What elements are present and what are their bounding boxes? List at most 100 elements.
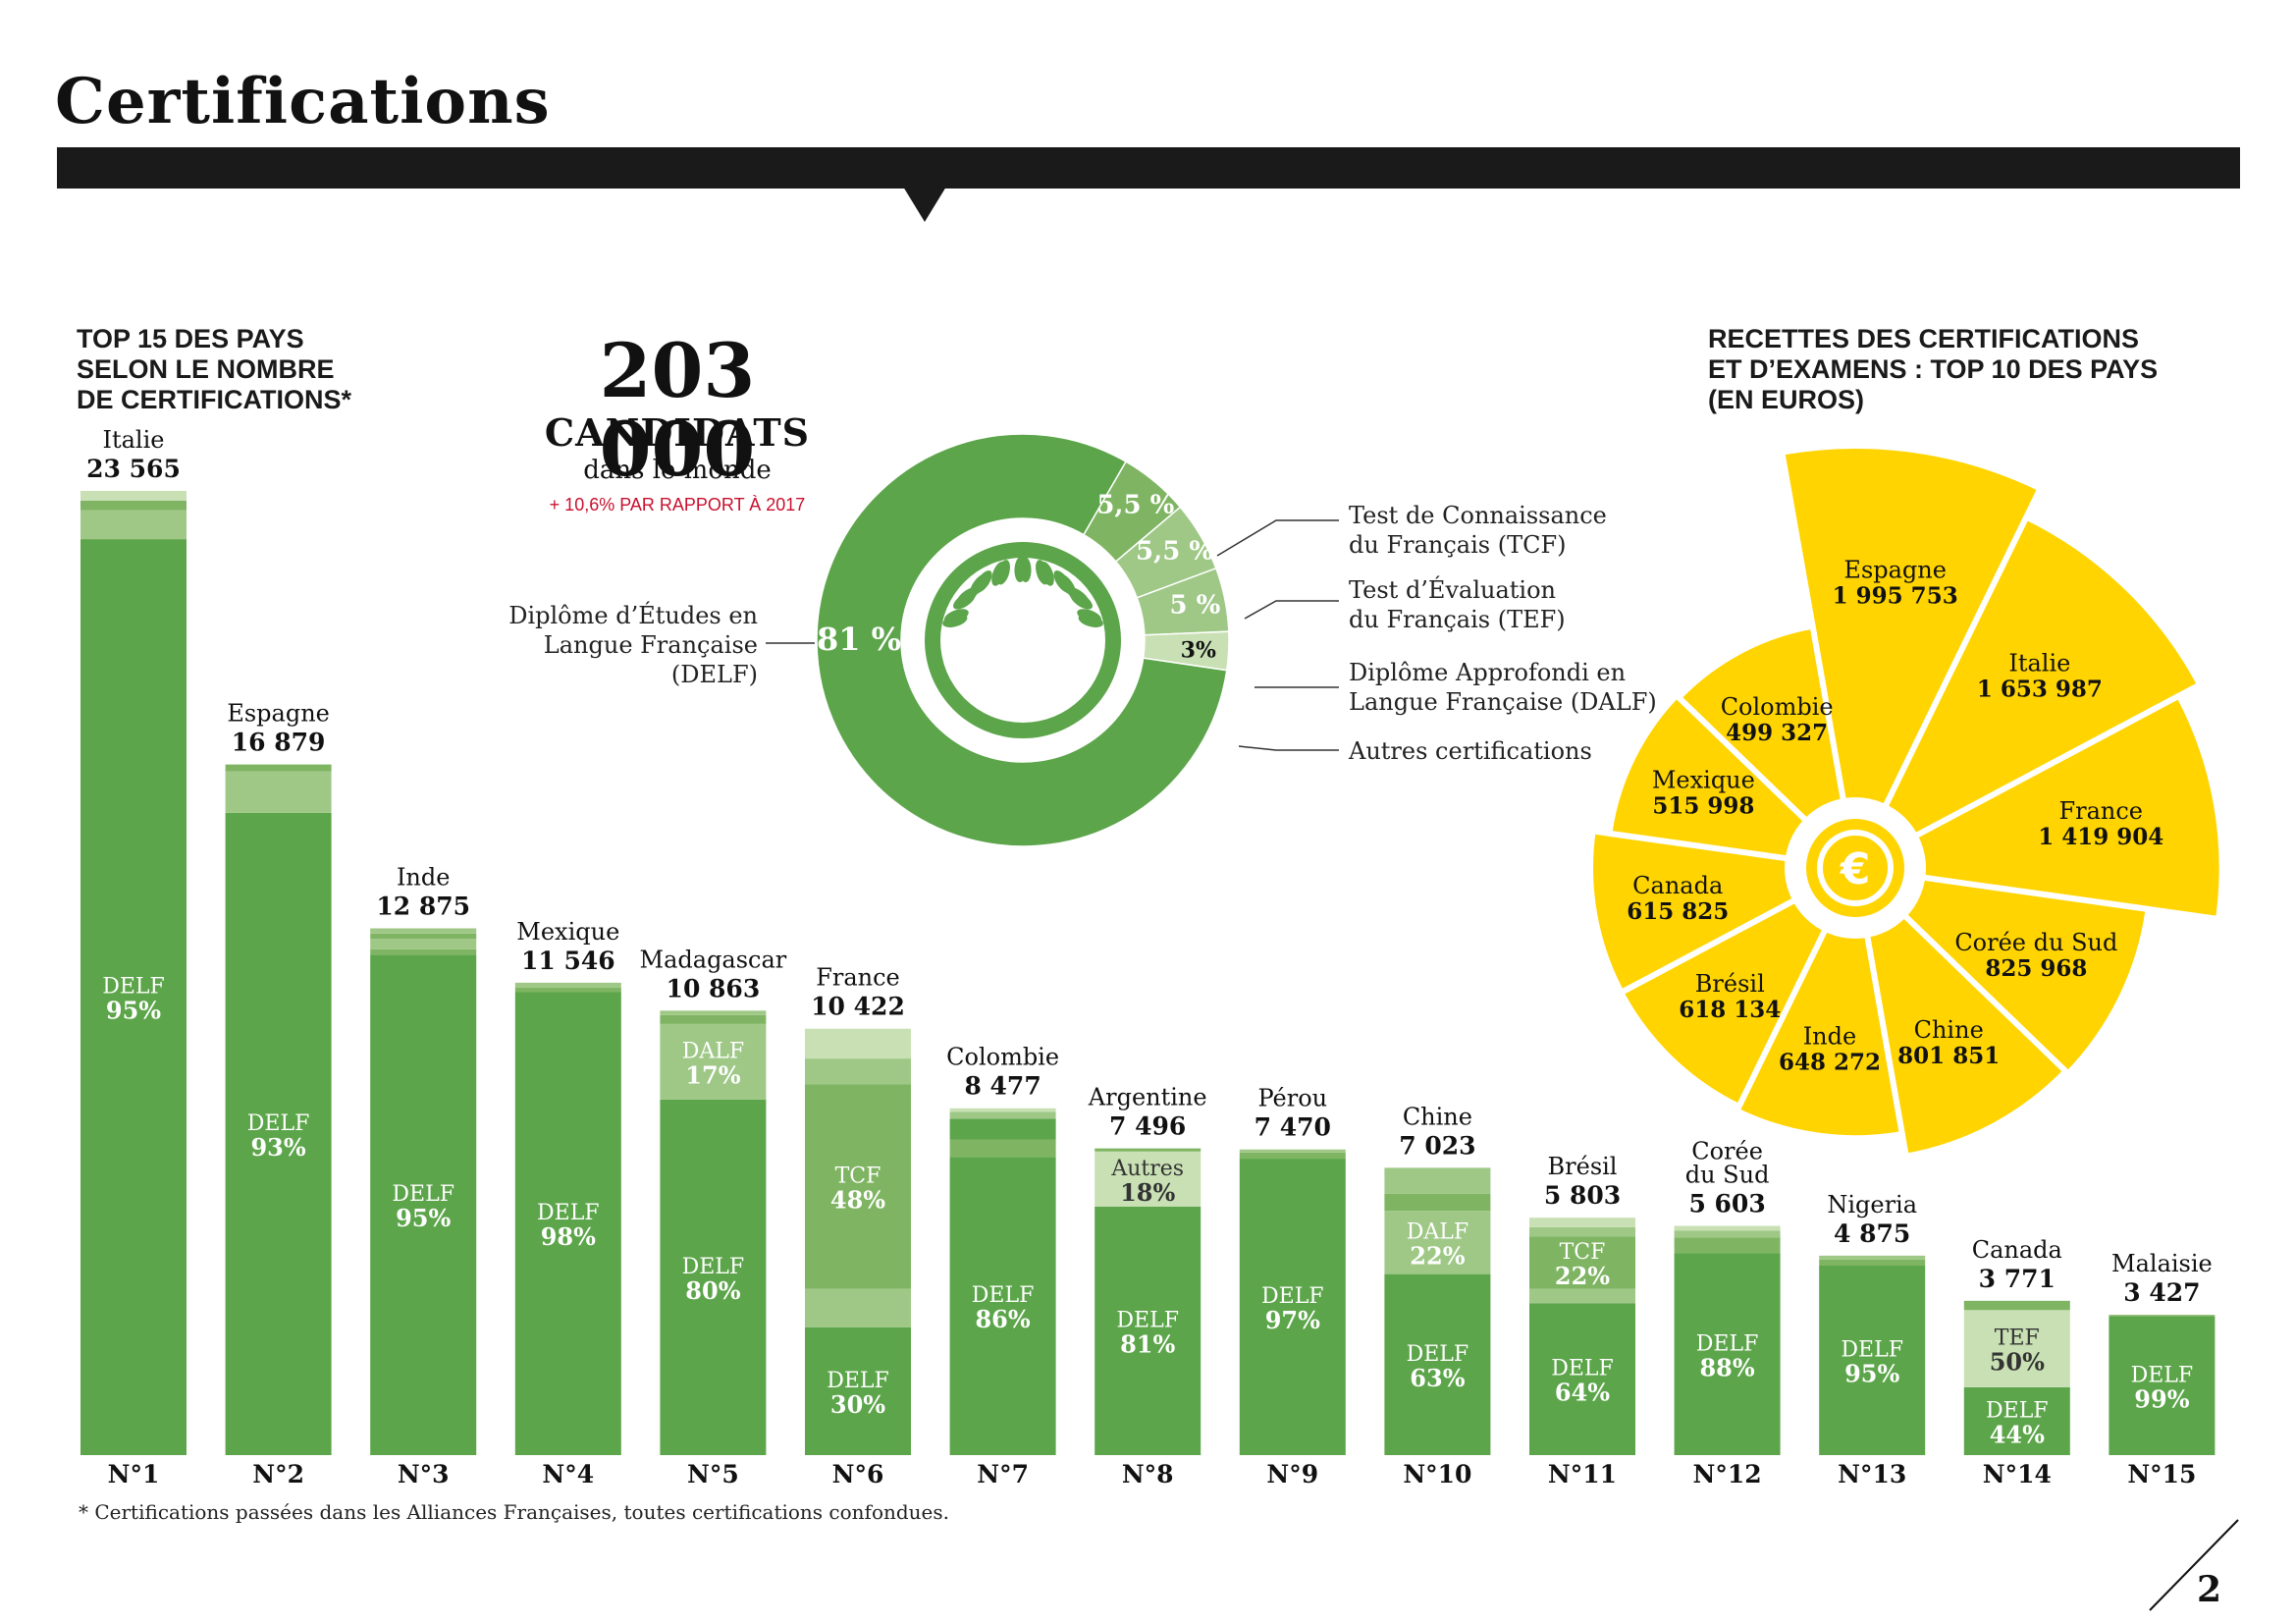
polar-label: Espagne [1843,556,1947,583]
bar-segment [805,1288,911,1327]
segment-label: DELF [102,975,165,1000]
bar-value-label: 5 603 [1688,1190,1765,1218]
bar-segment [1239,1149,1346,1153]
wreath-leaf [1036,560,1049,585]
bar-segment [1384,1193,1491,1212]
bar-country-label: Brésil [1548,1153,1618,1180]
bar-segment [1529,1288,1635,1304]
bar-value-label: 7 023 [1399,1131,1475,1160]
legend-tcf: Test de Connaissance du Français (TCF) [1349,502,1607,559]
bar-segment [1963,1300,2070,1311]
segment-pct: 80% [685,1276,740,1305]
bar-segment [805,1028,911,1059]
bar-country-label: Espagne [227,700,330,728]
polar-label: Canada [1632,872,1723,899]
bar-rank-label: N°2 [252,1460,304,1489]
bar-rank-label: N°4 [542,1460,594,1489]
bar-value-label: 5 803 [1544,1181,1621,1210]
bar-segment [225,764,332,772]
wreath-leaf [991,561,1006,586]
bar-segment [370,928,477,934]
polar-value: 1 419 904 [2038,824,2163,850]
bar-value-label: 4 875 [1834,1219,1910,1248]
bar-segment [514,992,621,1455]
bar-rank-label: N°10 [1403,1460,1471,1489]
bar-segment [1529,1218,1635,1227]
bar-country-label: Argentine [1088,1084,1207,1111]
wreath-leaf [942,614,968,627]
segment-label: TCF [835,1164,881,1188]
polar-slice [1846,863,2153,1078]
bar-rank-label: N°15 [2127,1460,2196,1489]
segment-label: DALF [682,1039,744,1063]
bar-segment [1963,1310,2070,1387]
segment-label: DELF [682,1255,745,1279]
bar-segment [1095,1206,1201,1455]
polar-value: 1 995 753 [1833,582,1958,609]
donut-label: 81 % [817,621,901,658]
bar-rank-label: N°8 [1122,1460,1174,1489]
segment-label: DELF [1551,1357,1614,1381]
bar-value-label: 7 496 [1109,1112,1186,1141]
leader-line [1216,519,1339,557]
polar-value: 499 327 [1726,720,1828,746]
bar-country-label: Nigeria [1827,1191,1917,1218]
bar-rank-label: N°14 [1983,1460,2052,1489]
segment-pct: 63% [1410,1364,1465,1392]
bar-segment [660,1023,767,1100]
bar-country-label: Mexique [516,918,619,946]
segment-label: Autres [1110,1157,1184,1181]
polar-label: France [2058,797,2143,825]
bar-rank-label: N°11 [1548,1460,1617,1489]
donut-label: 5,5 % [1096,491,1174,520]
segment-label: TCF [1560,1240,1606,1265]
polar-slice [1674,623,1860,877]
bar-segment [1819,1266,1926,1455]
bar-segment [949,1139,1056,1158]
polar-value: 1 653 987 [1977,676,2103,702]
bar-segment [1384,1273,1491,1455]
bar-segment [1239,1159,1346,1455]
bar-rank-label: N°5 [687,1460,739,1489]
polar-slice [1848,513,2205,875]
bar-segment [2109,1315,2216,1317]
bar-rank-label: N°13 [1838,1460,1906,1489]
candidates-sub: dans le monde [583,456,772,485]
bar-country-label: du Sud [1685,1162,1770,1189]
bar-rank-label: N°12 [1693,1460,1762,1489]
segment-label: DELF [1261,1284,1324,1309]
bar-segment [1239,1152,1346,1160]
bar-value-label: 16 879 [232,729,326,757]
bar-segment [1384,1167,1491,1194]
bar-segment [1384,1211,1491,1274]
candidates-growth: + 10,6% PAR RAPPORT À 2017 [549,495,806,514]
bar-segment [1674,1225,1781,1231]
segment-pct: 18% [1120,1178,1175,1207]
bar-segment [949,1118,1056,1140]
segment-label: DELF [827,1369,889,1393]
wreath-leaf [970,573,988,596]
bar-segment [225,812,332,1455]
legend-dalf: Diplôme Approfondi en Langue Française (… [1349,659,1657,716]
segment-pct: 30% [830,1390,885,1419]
segment-pct: 95% [396,1204,451,1232]
segment-label: DELF [1116,1308,1179,1332]
euro-symbol: € [1840,844,1871,894]
bar-segment [660,1099,767,1455]
bar-country-label: Madagascar [640,946,787,973]
polar-value: 825 968 [1985,955,2087,982]
donut-label: 5 % [1170,591,1221,621]
bar-value-label: 3 771 [1979,1265,2056,1293]
bar-value-label: 8 477 [964,1072,1041,1101]
polar-value: 615 825 [1627,898,1729,925]
bar-country-label: France [816,964,900,992]
polar-value: 618 134 [1679,997,1781,1023]
segment-label: DELF [392,1182,454,1207]
bar-country-label: Canada [1972,1236,2062,1264]
bar-value-label: 12 875 [376,892,470,920]
segment-pct: 88% [1699,1353,1754,1381]
polar-slice [1778,443,2045,878]
segment-label: DALF [1407,1219,1468,1244]
bar-segment [805,1084,911,1289]
